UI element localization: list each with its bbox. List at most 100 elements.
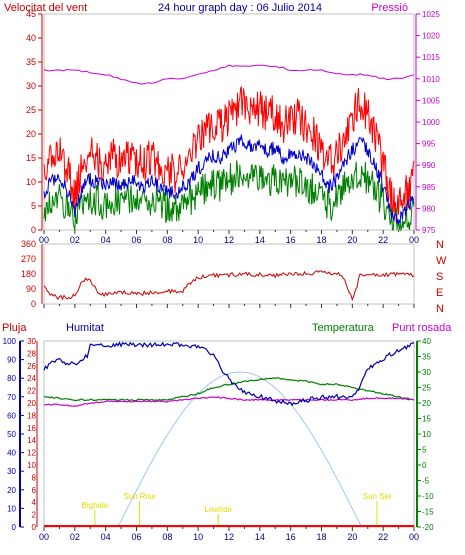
- wind-avg-line: [43, 134, 415, 225]
- temperature-line: [43, 377, 415, 402]
- temperature-y-tick-label: -20: [422, 523, 434, 532]
- wind-y-tick-label: 35: [26, 57, 36, 67]
- humidity-temperature-chart: 1009080706050403020100302826242220181614…: [3, 337, 434, 542]
- pressure-y-tick-label: 1015: [422, 53, 440, 62]
- humidity-legend: Humitat: [66, 322, 104, 334]
- humidity-y-tick-label: 60: [7, 411, 16, 420]
- wind-y-tick-label: 40: [26, 33, 36, 43]
- wind-y-tick-label: 45: [26, 9, 36, 19]
- humidity-x-tick-label: 00: [39, 532, 49, 542]
- rain-y-tick-label: 8: [32, 473, 37, 482]
- temperature-y-tick-label: 15: [422, 415, 431, 424]
- pressure-y-tick-label: 1005: [422, 96, 440, 105]
- pressure-y-tick-label: 1025: [422, 10, 440, 19]
- tide-sun-annotation: Lowtide: [204, 505, 232, 514]
- humidity-y-tick-label: 10: [7, 504, 16, 513]
- rain-y-tick-label: 28: [27, 349, 36, 358]
- wind-speed-label: Velocitat del vent: [4, 2, 87, 14]
- humidity-y-tick-label: 0: [12, 523, 17, 532]
- temperature-y-tick-label: 5: [422, 446, 427, 455]
- wind-min-line: [43, 160, 415, 232]
- pressure-line: [43, 64, 415, 85]
- direction-compass-label: S: [436, 271, 443, 283]
- direction-compass-label: E: [436, 287, 443, 299]
- rain-y-tick-label: 16: [27, 424, 36, 433]
- temperature-y-tick-label: 10: [422, 430, 431, 439]
- rain-y-tick-label: 18: [27, 411, 36, 420]
- humidity-y-tick-label: 70: [7, 393, 16, 402]
- rain-legend: Pluja: [2, 322, 27, 334]
- humidity-y-tick-label: 30: [7, 467, 16, 476]
- pressure-y-tick-label: 975: [422, 226, 436, 235]
- dewpoint-line: [43, 396, 415, 407]
- humidity-y-tick-label: 80: [7, 374, 16, 383]
- temperature-y-tick-label: 20: [422, 399, 431, 408]
- humidity-y-tick-label: 90: [7, 356, 16, 365]
- rain-y-tick-label: 26: [27, 362, 36, 371]
- pressure-y-tick-label: 990: [422, 161, 436, 170]
- temperature-y-tick-label: -5: [422, 477, 430, 486]
- direction-y-tick-label: 360: [21, 239, 36, 249]
- humidity-x-tick-label: 16: [286, 532, 296, 542]
- humidity-y-tick-label: 20: [7, 486, 16, 495]
- wind-x-tick-label: 10: [193, 235, 203, 245]
- rain-y-tick-label: 30: [27, 337, 36, 346]
- rain-y-tick-label: 10: [27, 461, 36, 470]
- wind-y-tick-label: 20: [26, 129, 36, 139]
- temperature-y-tick-label: -15: [422, 508, 434, 517]
- direction-compass-label: W: [436, 255, 447, 267]
- wind-x-tick-label: 22: [378, 235, 388, 245]
- rain-y-tick-label: 22: [27, 387, 36, 396]
- temperature-y-tick-label: 35: [422, 353, 431, 362]
- wind-gust-line: [43, 85, 415, 224]
- humidity-x-tick-label: 20: [347, 532, 357, 542]
- direction-y-tick-label: 0: [31, 299, 36, 309]
- rain-y-tick-label: 6: [32, 486, 37, 495]
- dewpoint-legend: Punt rosada: [392, 322, 452, 334]
- humidity-x-tick-label: 02: [70, 532, 80, 542]
- wind-x-tick-label: 00: [39, 235, 49, 245]
- humidity-y-tick-label: 50: [7, 430, 16, 439]
- wind-y-tick-label: 0: [31, 225, 36, 235]
- temperature-y-tick-label: 30: [422, 368, 431, 377]
- temperature-y-tick-label: 0: [422, 461, 427, 470]
- wind-x-tick-label: 00: [409, 235, 419, 245]
- tide-sun-annotation: Sun Rise: [123, 492, 156, 501]
- temperature-y-tick-label: 40: [422, 337, 431, 346]
- rain-y-tick-label: 24: [27, 374, 36, 383]
- rain-y-tick-label: 20: [27, 399, 36, 408]
- wind-x-tick-label: 02: [70, 235, 80, 245]
- wind-x-tick-label: 04: [101, 235, 111, 245]
- wind-x-tick-label: 18: [316, 235, 326, 245]
- pressure-label: Pressió: [371, 2, 408, 14]
- wind-x-tick-label: 16: [286, 235, 296, 245]
- rain-y-tick-label: 0: [32, 523, 37, 532]
- humidity-x-tick-label: 00: [409, 532, 419, 542]
- wind-y-tick-label: 15: [26, 153, 36, 163]
- humidity-x-tick-label: 22: [378, 532, 388, 542]
- wind-y-tick-label: 10: [26, 177, 36, 187]
- temperature-y-tick-label: 25: [422, 384, 431, 393]
- pressure-y-tick-label: 1020: [422, 32, 440, 41]
- humidity-y-tick-label: 40: [7, 449, 16, 458]
- direction-y-tick-label: 270: [21, 254, 36, 264]
- direction-line: [43, 269, 415, 302]
- pressure-y-tick-label: 995: [422, 140, 436, 149]
- wind-pressure-chart: 0510152025303540459759809859909951000100…: [26, 9, 440, 245]
- humidity-x-tick-label: 18: [316, 532, 326, 542]
- tide-sun-annotation: Bighide: [82, 501, 109, 510]
- humidity-x-tick-label: 08: [162, 532, 172, 542]
- wind-x-tick-label: 14: [255, 235, 265, 245]
- wind-x-tick-label: 20: [347, 235, 357, 245]
- rain-y-tick-label: 2: [32, 511, 37, 520]
- wind-x-tick-label: 08: [162, 235, 172, 245]
- rain-y-tick-label: 12: [27, 449, 36, 458]
- temperature-legend: Temperatura: [312, 322, 375, 334]
- humidity-line: [43, 341, 415, 407]
- pressure-y-tick-label: 985: [422, 183, 436, 192]
- pressure-y-tick-label: 1000: [422, 118, 440, 127]
- graph-title: 24 hour graph day : 06 Julio 2014: [158, 2, 322, 14]
